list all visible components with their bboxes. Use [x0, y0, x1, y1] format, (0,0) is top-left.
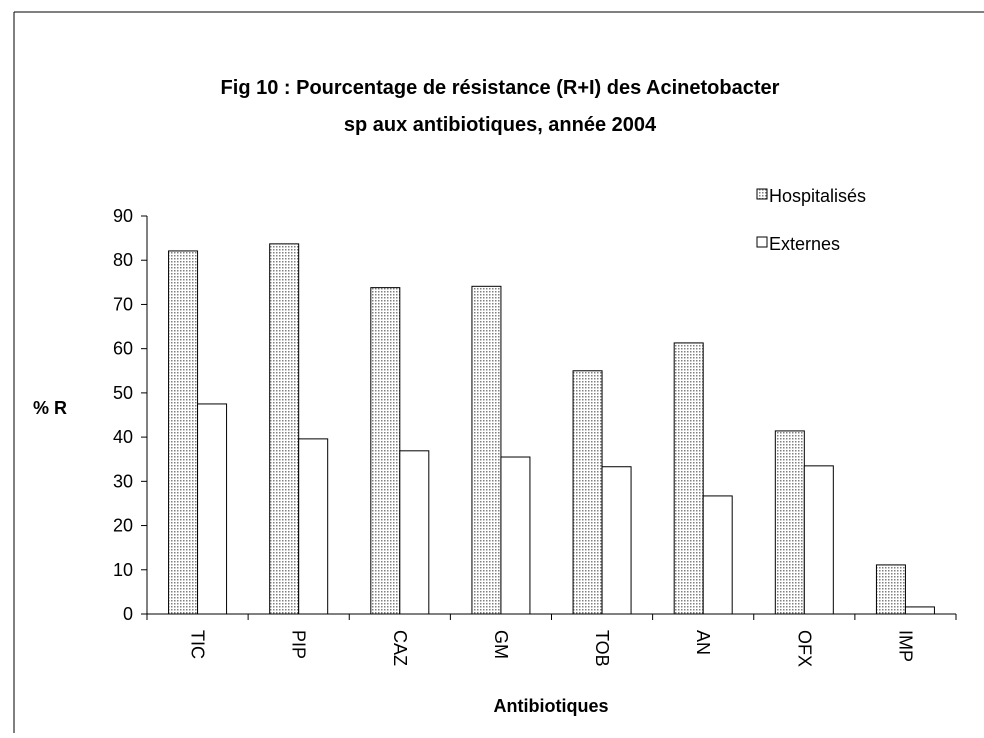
- bar: [875, 564, 906, 615]
- x-axis-label: Antibiotiques: [494, 696, 609, 716]
- x-tick-label: GM: [491, 630, 511, 659]
- bar: [774, 430, 805, 615]
- legend-label: Externes: [769, 234, 840, 254]
- legend-label: Hospitalisés: [769, 186, 866, 206]
- bar: [269, 243, 300, 615]
- bar: [904, 606, 935, 615]
- x-tick-label: AN: [693, 630, 713, 655]
- bar: [572, 370, 603, 615]
- bar: [298, 438, 329, 615]
- legend-swatch: [756, 188, 768, 200]
- chart-title: sp aux antibiotiques, année 2004: [344, 114, 657, 136]
- bar: [399, 450, 430, 615]
- bar: [168, 250, 199, 615]
- y-tick-label: 30: [113, 471, 133, 491]
- x-tick-label: TOB: [592, 630, 612, 667]
- bar: [601, 466, 632, 615]
- y-tick-label: 90: [113, 206, 133, 226]
- y-tick-label: 10: [113, 560, 133, 580]
- y-tick-label: 60: [113, 339, 133, 359]
- legend-swatch: [756, 236, 768, 248]
- x-tick-label: PIP: [289, 630, 309, 659]
- y-axis-label: % R: [33, 398, 67, 418]
- bar: [803, 465, 834, 615]
- bar: [702, 495, 733, 615]
- y-tick-label: 80: [113, 250, 133, 270]
- bar: [471, 285, 502, 615]
- y-tick-label: 40: [113, 427, 133, 447]
- chart-title: Fig 10 : Pourcentage de résistance (R+I)…: [221, 77, 780, 99]
- bar: [197, 403, 228, 615]
- bar: [500, 456, 531, 615]
- x-tick-label: OFX: [794, 630, 814, 667]
- bar: [370, 287, 401, 615]
- x-tick-label: CAZ: [390, 630, 410, 666]
- bar: [673, 342, 704, 615]
- y-tick-label: 0: [123, 604, 133, 624]
- x-tick-label: TIC: [188, 630, 208, 659]
- y-tick-label: 70: [113, 294, 133, 314]
- y-tick-label: 20: [113, 516, 133, 536]
- y-tick-label: 50: [113, 383, 133, 403]
- x-tick-label: IMP: [895, 630, 915, 662]
